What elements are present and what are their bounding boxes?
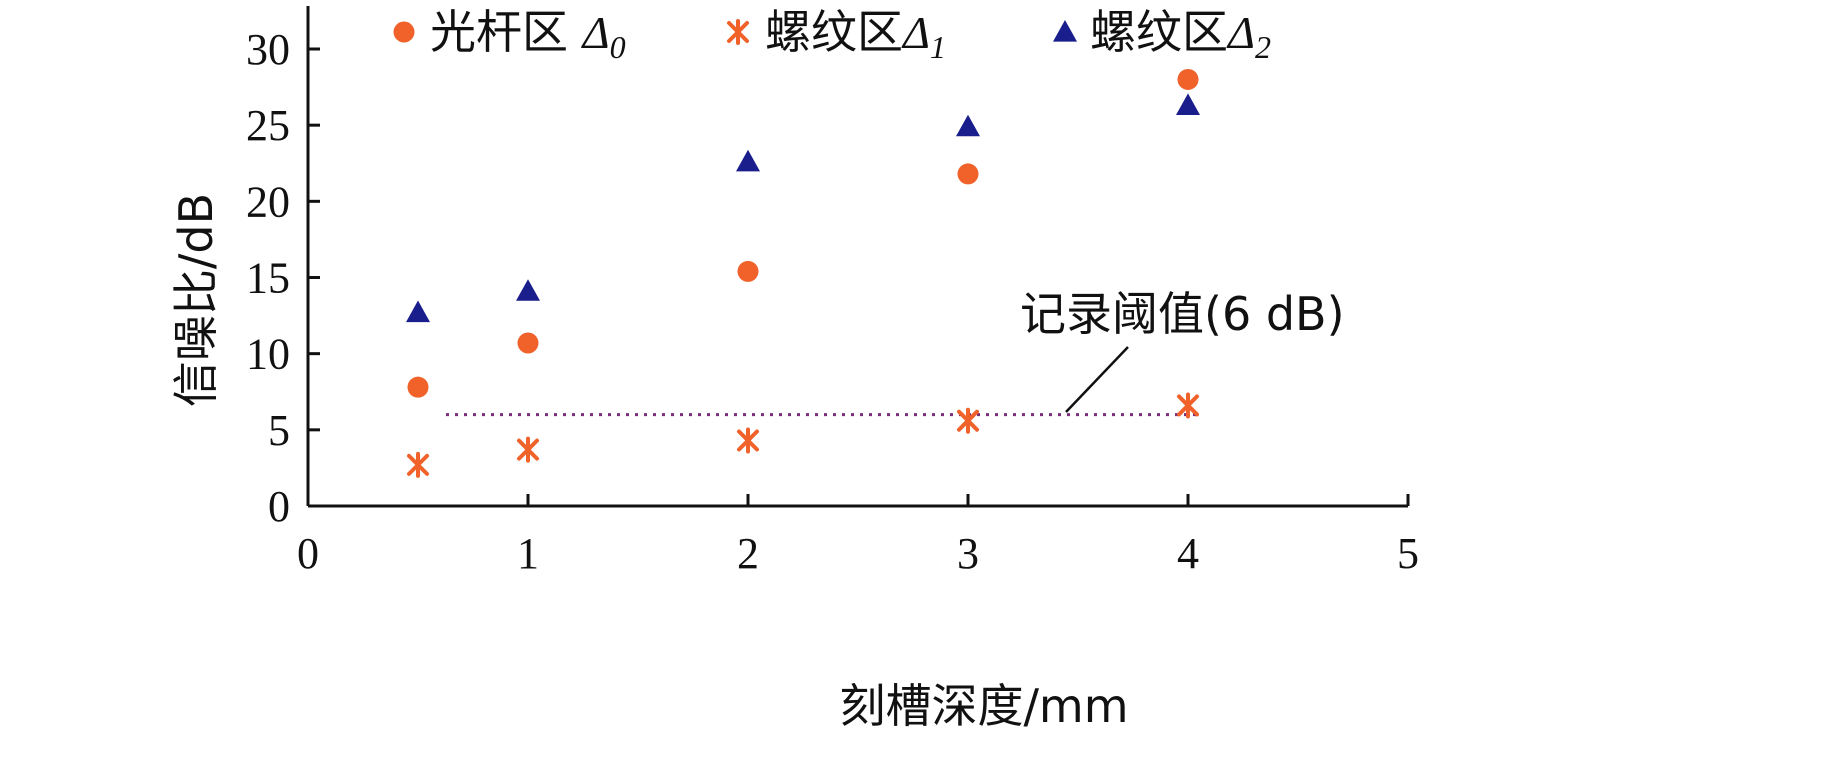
triangle-marker <box>1176 93 1200 115</box>
legend-marker <box>393 21 415 43</box>
circle-marker <box>1177 68 1199 90</box>
data-point <box>736 149 760 172</box>
data-point <box>956 114 980 137</box>
series-asterisk <box>407 392 1199 478</box>
y-tick-label: 0 <box>268 482 290 531</box>
data-point <box>1177 68 1199 90</box>
y-tick-label: 25 <box>246 101 290 150</box>
circle-marker <box>393 21 415 43</box>
data-point <box>1177 392 1199 419</box>
legend-label: 螺纹区Δ2 <box>1090 5 1271 65</box>
x-axis-title: 刻槽深度/mm <box>839 679 1128 733</box>
data-point <box>737 427 759 454</box>
asterisk-marker <box>727 19 749 45</box>
asterisk-marker <box>517 436 539 463</box>
y-axis-title: 信噪比/dB <box>169 193 223 407</box>
triangle-marker <box>516 279 540 301</box>
threshold-label: 记录阈值(6 dB) <box>1020 287 1345 341</box>
triangle-marker <box>1053 20 1077 42</box>
series-triangle <box>406 93 1200 323</box>
circle-marker <box>407 376 429 398</box>
data-point <box>957 407 979 434</box>
circle-marker <box>957 163 979 185</box>
data-point <box>957 163 979 185</box>
legend-label: 光杆区 Δ0 <box>430 5 626 65</box>
asterisk-marker <box>407 451 429 478</box>
circle-marker <box>737 260 759 282</box>
y-tick-label: 10 <box>246 330 290 379</box>
legend-item: 螺纹区Δ2 <box>1053 5 1271 65</box>
x-tick-label: 4 <box>1177 529 1199 578</box>
asterisk-marker <box>737 427 759 454</box>
data-point <box>407 451 429 478</box>
triangle-marker <box>736 149 760 172</box>
triangle-marker <box>406 300 430 323</box>
data-point <box>1176 93 1200 115</box>
asterisk-marker <box>1177 392 1199 419</box>
legend-marker <box>1053 20 1077 42</box>
threshold-leader-line <box>1065 346 1129 413</box>
x-tick-label: 3 <box>957 529 979 578</box>
data-points <box>406 68 1200 478</box>
threshold-layer: 记录阈值(6 dB) <box>446 287 1345 417</box>
data-point <box>517 332 539 354</box>
legend-marker <box>727 19 749 45</box>
series-circle <box>407 68 1199 398</box>
legend-label: 螺纹区Δ1 <box>765 5 946 65</box>
legend-item: 螺纹区Δ1 <box>727 5 946 65</box>
legend: 光杆区 Δ0 螺纹区Δ1 螺纹区Δ2 <box>393 5 1271 65</box>
x-tick-label: 2 <box>737 529 759 578</box>
data-point <box>516 279 540 301</box>
legend-item: 光杆区 Δ0 <box>393 5 626 65</box>
axes: 0 1 2 3 4 5 0 5 10 15 20 25 30 <box>246 6 1419 578</box>
x-tick-label: 0 <box>297 529 319 578</box>
y-tick-label: 30 <box>246 25 290 74</box>
data-point <box>407 376 429 398</box>
circle-marker <box>517 332 539 354</box>
x-tick-label: 5 <box>1397 529 1419 578</box>
asterisk-marker <box>957 407 979 434</box>
y-tick-label: 20 <box>246 177 290 226</box>
data-point <box>737 260 759 282</box>
x-tick-label: 1 <box>517 529 539 578</box>
data-point <box>517 436 539 463</box>
triangle-marker <box>956 114 980 137</box>
y-tick-label: 15 <box>246 254 290 303</box>
y-tick-label: 5 <box>268 406 290 455</box>
data-point <box>406 300 430 323</box>
